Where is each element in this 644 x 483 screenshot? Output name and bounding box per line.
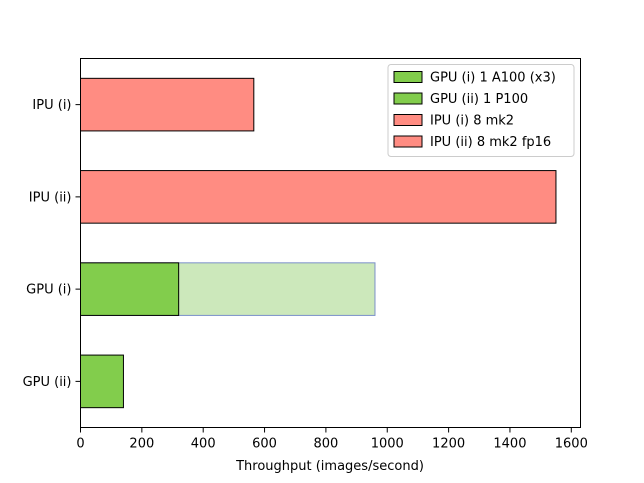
x-tick-label: 800 [313, 437, 338, 452]
plot-frame [80, 58, 581, 428]
legend-swatch [393, 114, 423, 126]
legend-swatch [393, 135, 423, 148]
y-tick-label-gpu-i: GPU (i) [26, 283, 71, 298]
x-tick-label: 400 [191, 437, 216, 452]
bars-layer [80, 77, 557, 409]
x-axis-ticks: 0 200 400 600 800 1000 1200 1400 1600 [76, 427, 588, 452]
y-tick-label-gpu-ii: GPU (ii) [23, 375, 72, 390]
x-tick-label: 1000 [371, 437, 404, 452]
legend: GPU (i) 1 A100 (x3) GPU (ii) 1 P100 IPU (i… [387, 64, 575, 157]
legend-swatch [393, 92, 423, 105]
x-tick-label: 0 [76, 437, 84, 452]
bar-gpu-ii [80, 354, 124, 409]
legend-frame [387, 64, 575, 157]
bar-ipu-i [80, 77, 255, 132]
x-tick-label: 200 [129, 437, 154, 452]
x-tick-label: 1200 [432, 437, 465, 452]
y-tick-label-ipu-i: IPU (i) [32, 98, 71, 113]
x-axis-label: Throughput (images/second) [235, 459, 424, 474]
legend-label: IPU (ii) 8 mk2 fp16 [430, 135, 551, 150]
bar-gpu-i [80, 262, 180, 316]
legend-label: GPU (ii) 1 P100 [430, 92, 528, 107]
legend-label: GPU (i) 1 A100 (x3) [430, 71, 556, 86]
x-tick-label: 1600 [555, 437, 588, 452]
legend-label: IPU (i) 8 mk2 [430, 114, 514, 129]
x-tick-label: 600 [252, 437, 277, 452]
x-tick-label: 1400 [493, 437, 526, 452]
bar-ipu-ii [80, 170, 557, 224]
legend-swatch [393, 71, 423, 83]
y-tick-label-ipu-ii: IPU (ii) [29, 190, 72, 205]
y-axis-ticks: IPU (i) IPU (ii) GPU (i) GPU (ii) [23, 98, 81, 390]
